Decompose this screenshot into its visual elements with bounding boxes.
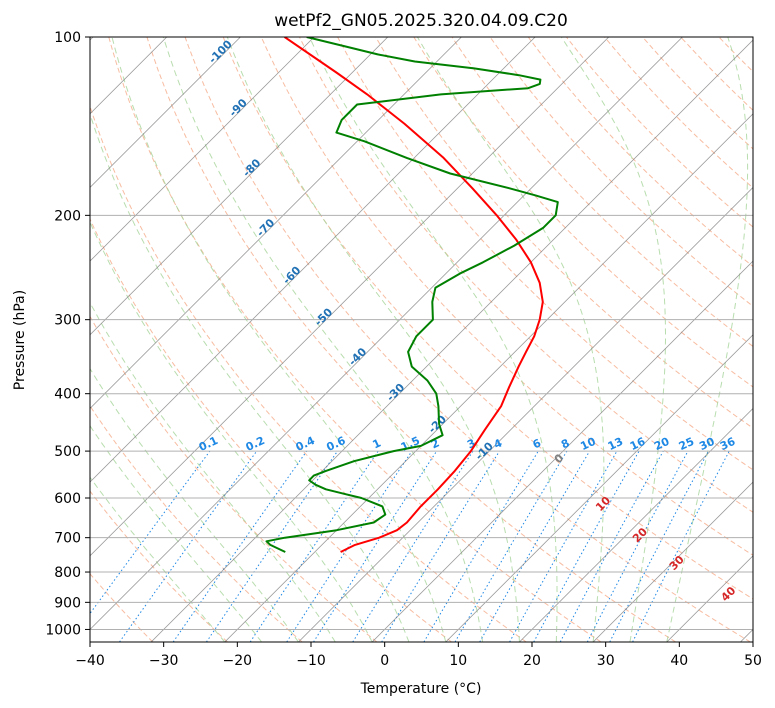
moist-adiabat: [90, 424, 262, 642]
dry-adiabat: [413, 37, 753, 388]
mixing-ratio-line: [352, 450, 474, 642]
dry-adiabat: [184, 37, 751, 642]
isotherm-line: [519, 407, 753, 642]
x-tick-label: −20: [223, 653, 253, 669]
isotherm-line: [90, 37, 683, 631]
x-tick-label: −10: [296, 653, 326, 669]
dry-adiabat: [90, 405, 303, 642]
y-tick-label: 500: [54, 444, 81, 460]
y-tick-label: 800: [54, 565, 81, 581]
x-tick-label: −30: [149, 653, 179, 669]
x-tick-label: 0: [380, 653, 389, 669]
isotherm-line: [224, 113, 753, 642]
y-tick-label: 1000: [45, 622, 81, 638]
chart-title: wetPf2_GN05.2025.320.04.09.C20: [274, 11, 568, 31]
profile-series: [265, 37, 559, 553]
isotherm-line: [445, 334, 753, 642]
plot-frame: [89, 36, 754, 643]
moist-adiabat: [560, 37, 666, 642]
isotherm-line: [592, 481, 753, 642]
mixing-ratio-line: [172, 450, 308, 642]
mixing-ratio-label: 36: [718, 435, 738, 453]
y-axis-label: Pressure (hPa): [12, 290, 28, 390]
isotherm-line: [90, 37, 462, 410]
dry-adiabat: [375, 37, 753, 429]
mixing-ratio-line: [286, 450, 413, 642]
dry-adiabat: [90, 217, 452, 642]
isotherm-line: [90, 37, 610, 557]
moist-adiabat: [226, 37, 520, 642]
x-axis-label: Temperature (°C): [360, 681, 482, 697]
mixing-ratio-line: [313, 450, 438, 642]
mixing-ratio-line: [632, 450, 730, 642]
moist-adiabat: [111, 37, 447, 642]
dry-adiabat: [642, 37, 753, 150]
dry-adiabat: [90, 490, 228, 642]
mixing-ratio-line: [205, 450, 338, 642]
isotherm-line: [90, 37, 536, 483]
dry-adiabat: [451, 37, 753, 348]
x-tick-label: 20: [523, 653, 541, 669]
dry-adiabat: [337, 37, 753, 471]
moist-adiabat: [416, 37, 605, 642]
dry-adiabat: [108, 37, 602, 642]
dry-adiabat: [90, 104, 527, 642]
x-tick-label: 40: [670, 653, 688, 669]
mixing-ratio-label: 16: [628, 435, 648, 453]
dry-adiabat: [222, 37, 753, 600]
moist-adiabat: [90, 301, 336, 642]
y-tick-label: 900: [54, 595, 81, 611]
isotherm-line: [298, 186, 753, 642]
mixing-ratio-line: [381, 450, 500, 642]
temperature-line: [284, 37, 544, 553]
dewpoint-line: [265, 37, 559, 553]
mixing-ratio-label: 25: [677, 435, 696, 453]
pressure-gridlines: [90, 37, 753, 630]
y-tick-label: 400: [54, 387, 81, 403]
mixing-ratio-line: [90, 450, 211, 615]
dry-adiabat: [604, 37, 753, 189]
isotherm-line: [150, 39, 753, 642]
mixing-ratio-label: 20: [652, 435, 672, 453]
x-axis-ticks: −40 −30 −20 −10 0 10 20 30 40 50: [75, 642, 762, 669]
moist-adiabat: [90, 220, 373, 642]
moist-adiabat: [90, 112, 410, 642]
dry-adiabat: [527, 37, 753, 268]
mixing-ratio-label: 10: [578, 435, 598, 453]
mixing-ratio-line: [119, 450, 258, 642]
x-tick-label: 50: [744, 653, 762, 669]
y-tick-label: 300: [54, 313, 81, 329]
mixing-ratio-label: 13: [606, 435, 625, 453]
plot-area: [90, 37, 753, 642]
dry-adiabat: [90, 315, 378, 642]
dry-adiabat: [299, 37, 753, 513]
dry-adiabat: [260, 37, 753, 556]
y-axis-ticks: 1000 900 800 700 600 500 400 300 200 100: [45, 30, 90, 638]
x-tick-label: 30: [597, 653, 615, 669]
isotherm-line: [90, 37, 389, 336]
moist-adiabat: [90, 476, 226, 642]
mixing-ratio-line: [509, 450, 618, 642]
moist-adiabat: [162, 37, 484, 642]
moist-adiabat: [308, 37, 558, 642]
x-tick-label: −40: [75, 653, 105, 669]
isotherm-line: [90, 37, 315, 262]
mixing-ratio-line: [559, 450, 664, 642]
x-tick-label: 10: [449, 653, 467, 669]
mixing-ratio-line: [533, 450, 640, 642]
y-tick-label: 100: [54, 30, 81, 46]
isotherm-line: [371, 260, 753, 642]
isotherm-line: [90, 37, 241, 189]
mixing-ratio-label: 30: [697, 435, 717, 453]
y-tick-label: 700: [54, 531, 81, 547]
dry-adiabat: [146, 37, 676, 642]
y-tick-label: 600: [54, 491, 81, 507]
moist-adiabat: [666, 37, 749, 642]
background-isopleths: [90, 37, 753, 642]
y-tick-label: 200: [54, 208, 81, 224]
